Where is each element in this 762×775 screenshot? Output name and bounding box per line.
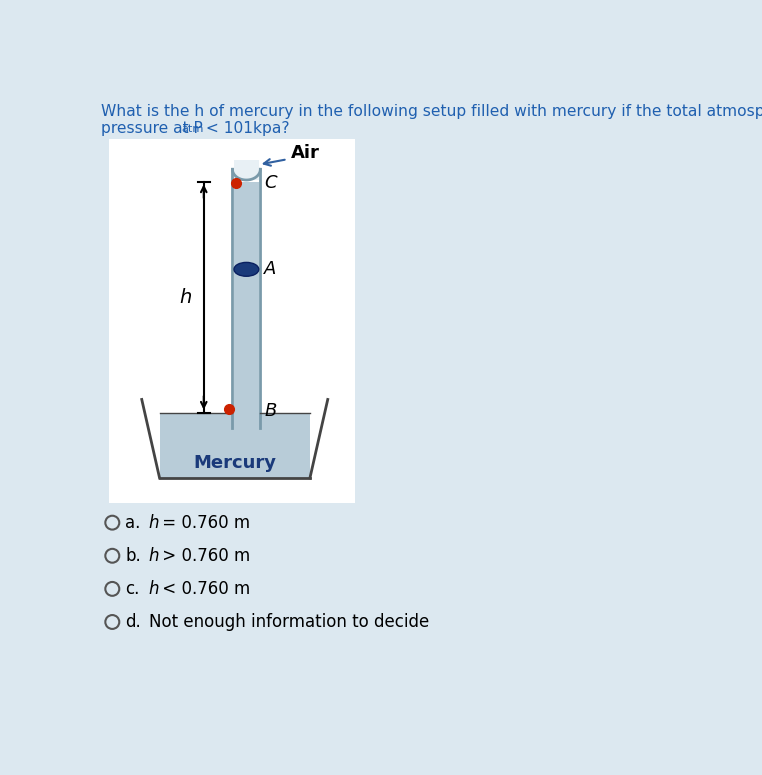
Bar: [355, 193, 389, 347]
Text: A: A: [264, 260, 277, 278]
Text: What is the h of mercury in the following setup filled with mercury if the total: What is the h of mercury in the followin…: [101, 104, 762, 119]
Text: > 0.760 m: > 0.760 m: [157, 547, 251, 565]
Text: h: h: [179, 288, 191, 307]
Bar: [109, 140, 355, 503]
Polygon shape: [159, 412, 310, 478]
Text: atm: atm: [181, 124, 203, 134]
Bar: [234, 160, 259, 180]
Text: pressure at P: pressure at P: [101, 121, 203, 136]
Text: Air: Air: [291, 144, 320, 162]
Text: c.: c.: [126, 580, 140, 598]
Text: a.: a.: [126, 514, 141, 532]
Text: Mercury: Mercury: [194, 453, 277, 472]
Text: b.: b.: [126, 547, 141, 565]
Text: h: h: [149, 580, 159, 598]
Text: B: B: [264, 402, 277, 420]
Text: < 0.760 m: < 0.760 m: [157, 580, 251, 598]
Text: Not enough information to decide: Not enough information to decide: [149, 613, 429, 631]
Ellipse shape: [234, 263, 259, 276]
Text: h: h: [149, 514, 159, 532]
Text: d.: d.: [126, 613, 141, 631]
Text: C: C: [264, 174, 277, 192]
Bar: [234, 181, 259, 412]
Text: = 0.760 m: = 0.760 m: [157, 514, 251, 532]
Text: h: h: [149, 547, 159, 565]
Text: < 101kpa?: < 101kpa?: [200, 121, 290, 136]
